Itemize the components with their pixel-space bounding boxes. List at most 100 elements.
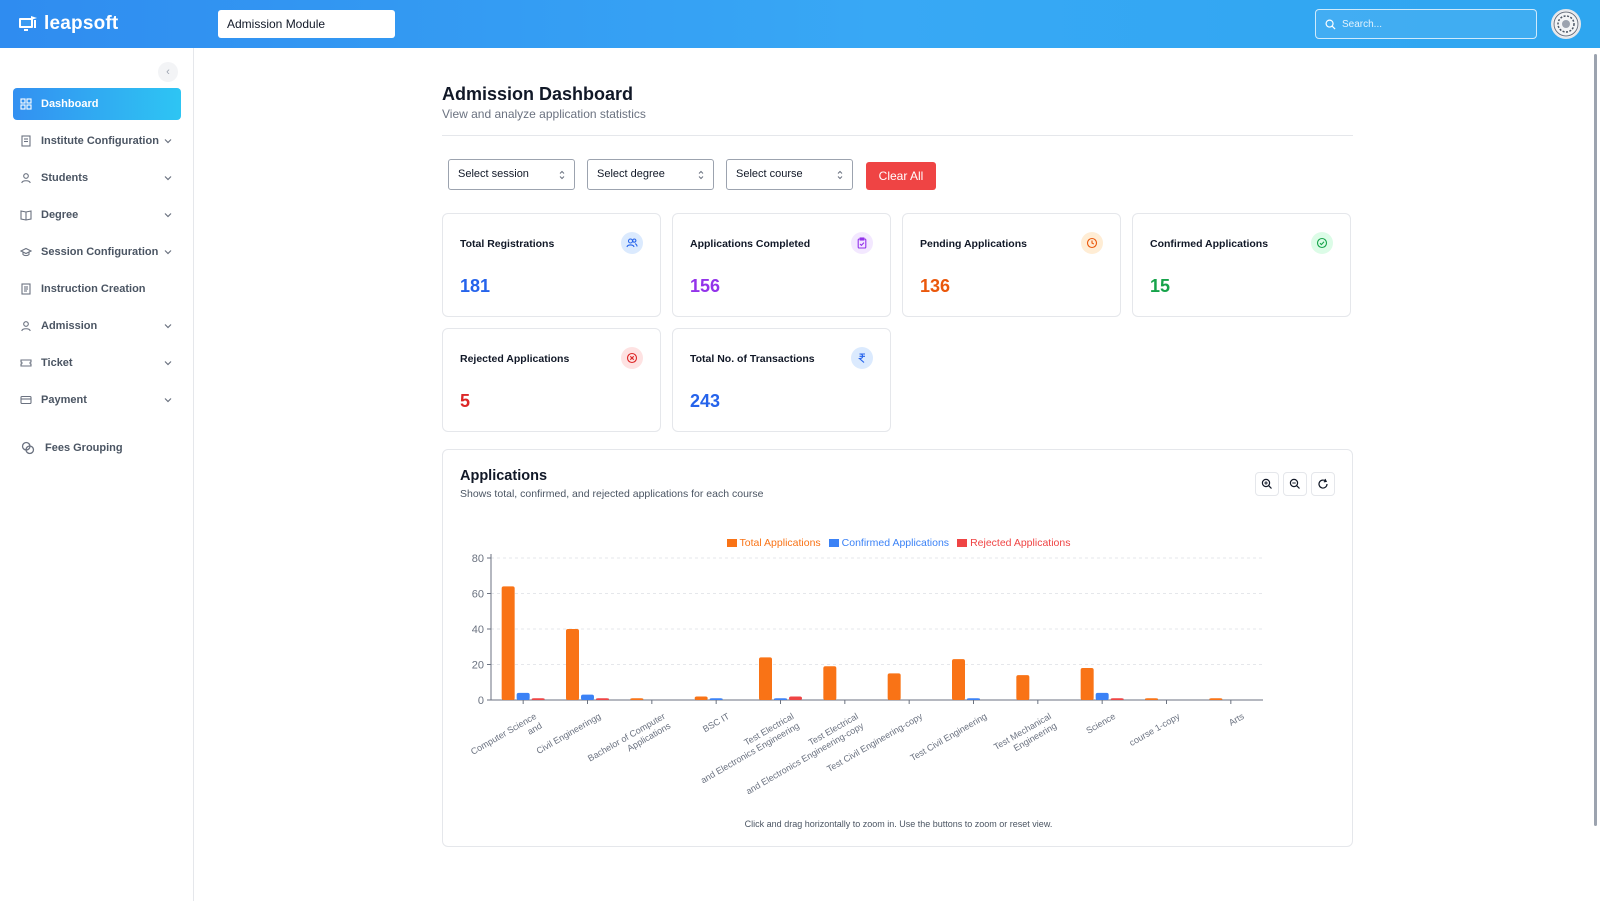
sidebar-item-ticket[interactable]: Ticket [13, 347, 181, 379]
search-input[interactable] [1342, 18, 1522, 30]
stat-label: Pending Applications [920, 238, 1027, 250]
sidebar-item-label: Institute Configuration [41, 135, 159, 147]
stat-icon-badge [851, 232, 873, 254]
document-icon [20, 283, 32, 295]
credit-card-icon [20, 395, 32, 405]
sidebar-item-students[interactable]: Students [13, 162, 181, 194]
zoom-out-icon [1289, 478, 1300, 489]
sidebar-item-label: Students [41, 172, 89, 184]
stat-value: 136 [920, 276, 951, 296]
sidebar-item-instruction-creation[interactable]: Instruction Creation [13, 273, 181, 305]
clock-icon [1086, 237, 1098, 249]
sidebar-item-dashboard[interactable]: Dashboard [13, 88, 181, 120]
search-bar[interactable] [1315, 9, 1537, 39]
bar-rejected-applications [531, 698, 545, 700]
sidebar-item-institute-configuration[interactable]: Institute Configuration [13, 125, 181, 157]
sidebar-collapse-button[interactable]: ‹ [158, 62, 178, 82]
x-category-label-line: Civil Engineeringg [535, 711, 603, 756]
stat-value: 243 [690, 391, 721, 411]
sidebar-item-degree[interactable]: Degree [13, 199, 181, 231]
book-icon [20, 209, 32, 221]
clipboard-check-icon [857, 237, 867, 249]
legend-swatch [726, 539, 737, 547]
page-title: Admission Dashboard [442, 84, 634, 104]
course-select[interactable]: Select course [726, 159, 853, 190]
bar-rejected-applications [1110, 698, 1124, 700]
bar-total-applications [823, 666, 837, 700]
session-select[interactable]: Select session [448, 159, 575, 190]
legend-swatch [957, 539, 968, 547]
y-tick-label: 20 [472, 660, 484, 672]
graduation-cap-icon [20, 246, 32, 258]
clear-all-button[interactable]: Clear All [866, 162, 936, 190]
bar-rejected-applications [596, 698, 609, 700]
stat-icon-badge [621, 232, 643, 254]
legend-item[interactable]: Rejected Applications [957, 537, 1070, 549]
degree-select-value: Select degree [597, 168, 665, 180]
bar-total-applications [952, 659, 965, 700]
sidebar-item-label: Dashboard [41, 98, 99, 110]
user-icon [21, 321, 31, 332]
zoom-in-button[interactable] [1255, 472, 1279, 496]
x-category-label: Civil Engineeringg [535, 711, 603, 756]
bar-rejected-applications [789, 696, 802, 700]
sidebar: ‹ Dashboard Institute Configuration Studen… [0, 48, 194, 901]
module-selector[interactable]: Admission Module [218, 10, 395, 38]
chart-title: Applications [460, 468, 548, 484]
user-icon [21, 173, 31, 184]
x-category-label-line: and Electronics Engineering [699, 721, 801, 786]
graduation-cap-icon [20, 247, 32, 257]
degree-select[interactable]: Select degree [587, 159, 714, 190]
legend-swatch [828, 539, 839, 547]
x-category-label: Arts [1227, 711, 1246, 728]
book-icon [20, 210, 32, 221]
page-scrollbar[interactable] [1594, 54, 1597, 826]
sidebar-item-label: Admission [41, 320, 98, 332]
sidebar-item-fees-grouping[interactable]: Fees Grouping [13, 432, 181, 464]
x-category-label: Science [1084, 711, 1117, 736]
chevron-down-icon [164, 213, 172, 218]
stat-label: Total Registrations [460, 238, 555, 250]
bar-total-applications [501, 586, 515, 700]
chevron-down-icon [164, 361, 172, 366]
reset-view-button[interactable] [1311, 472, 1335, 496]
building-icon [20, 135, 32, 147]
credit-card-icon [20, 394, 32, 406]
bar-confirmed-applications [967, 698, 980, 700]
ticket-icon [20, 359, 32, 367]
stat-card-rejected-applications: Rejected Applications 5 [442, 328, 661, 432]
course-select-value: Select course [736, 168, 803, 180]
zoom-in-icon [1261, 478, 1272, 489]
users-icon [626, 238, 638, 248]
zoom-out-button[interactable] [1283, 472, 1307, 496]
chevron-down-icon [164, 139, 172, 144]
legend-item[interactable]: Total Applications [726, 537, 821, 549]
user-avatar[interactable] [1551, 9, 1581, 39]
legend-item[interactable]: Confirmed Applications [828, 537, 949, 549]
ticket-icon [20, 357, 32, 369]
sidebar-item-label: Fees Grouping [45, 442, 123, 454]
user-icon [20, 320, 32, 332]
bar-confirmed-applications [1095, 692, 1109, 700]
x-category-label-line: course 1-copy [1128, 711, 1182, 748]
stat-label: Total No. of Transactions [690, 353, 815, 365]
x-category-label-line: Science [1084, 711, 1117, 736]
updown-chevron-icon [559, 170, 565, 180]
applications-chart-card: Applications Shows total, confirmed, and… [442, 449, 1353, 847]
stat-card-pending-applications: Pending Applications 136 [902, 213, 1121, 317]
dashboard-icon [20, 98, 32, 110]
stat-icon-badge [851, 347, 873, 369]
stat-card-total-no-of-transactions: Total No. of Transactions 243 [672, 328, 891, 432]
y-tick-label: 60 [472, 589, 484, 601]
stat-label: Applications Completed [690, 238, 811, 250]
bar-confirmed-applications [581, 694, 594, 700]
sidebar-item-admission[interactable]: Admission [13, 310, 181, 342]
bar-total-applications [1209, 698, 1223, 700]
legend-label: Total Applications [739, 537, 821, 549]
chevron-down-icon [164, 250, 172, 255]
x-category-label: Test MechanicalEngineering [992, 711, 1058, 761]
brand-logo[interactable]: leapsoft [18, 12, 118, 36]
sidebar-item-session-configuration[interactable]: Session Configuration [13, 236, 181, 268]
sidebar-item-payment[interactable]: Payment [13, 384, 181, 416]
bar-total-applications [1016, 675, 1030, 700]
